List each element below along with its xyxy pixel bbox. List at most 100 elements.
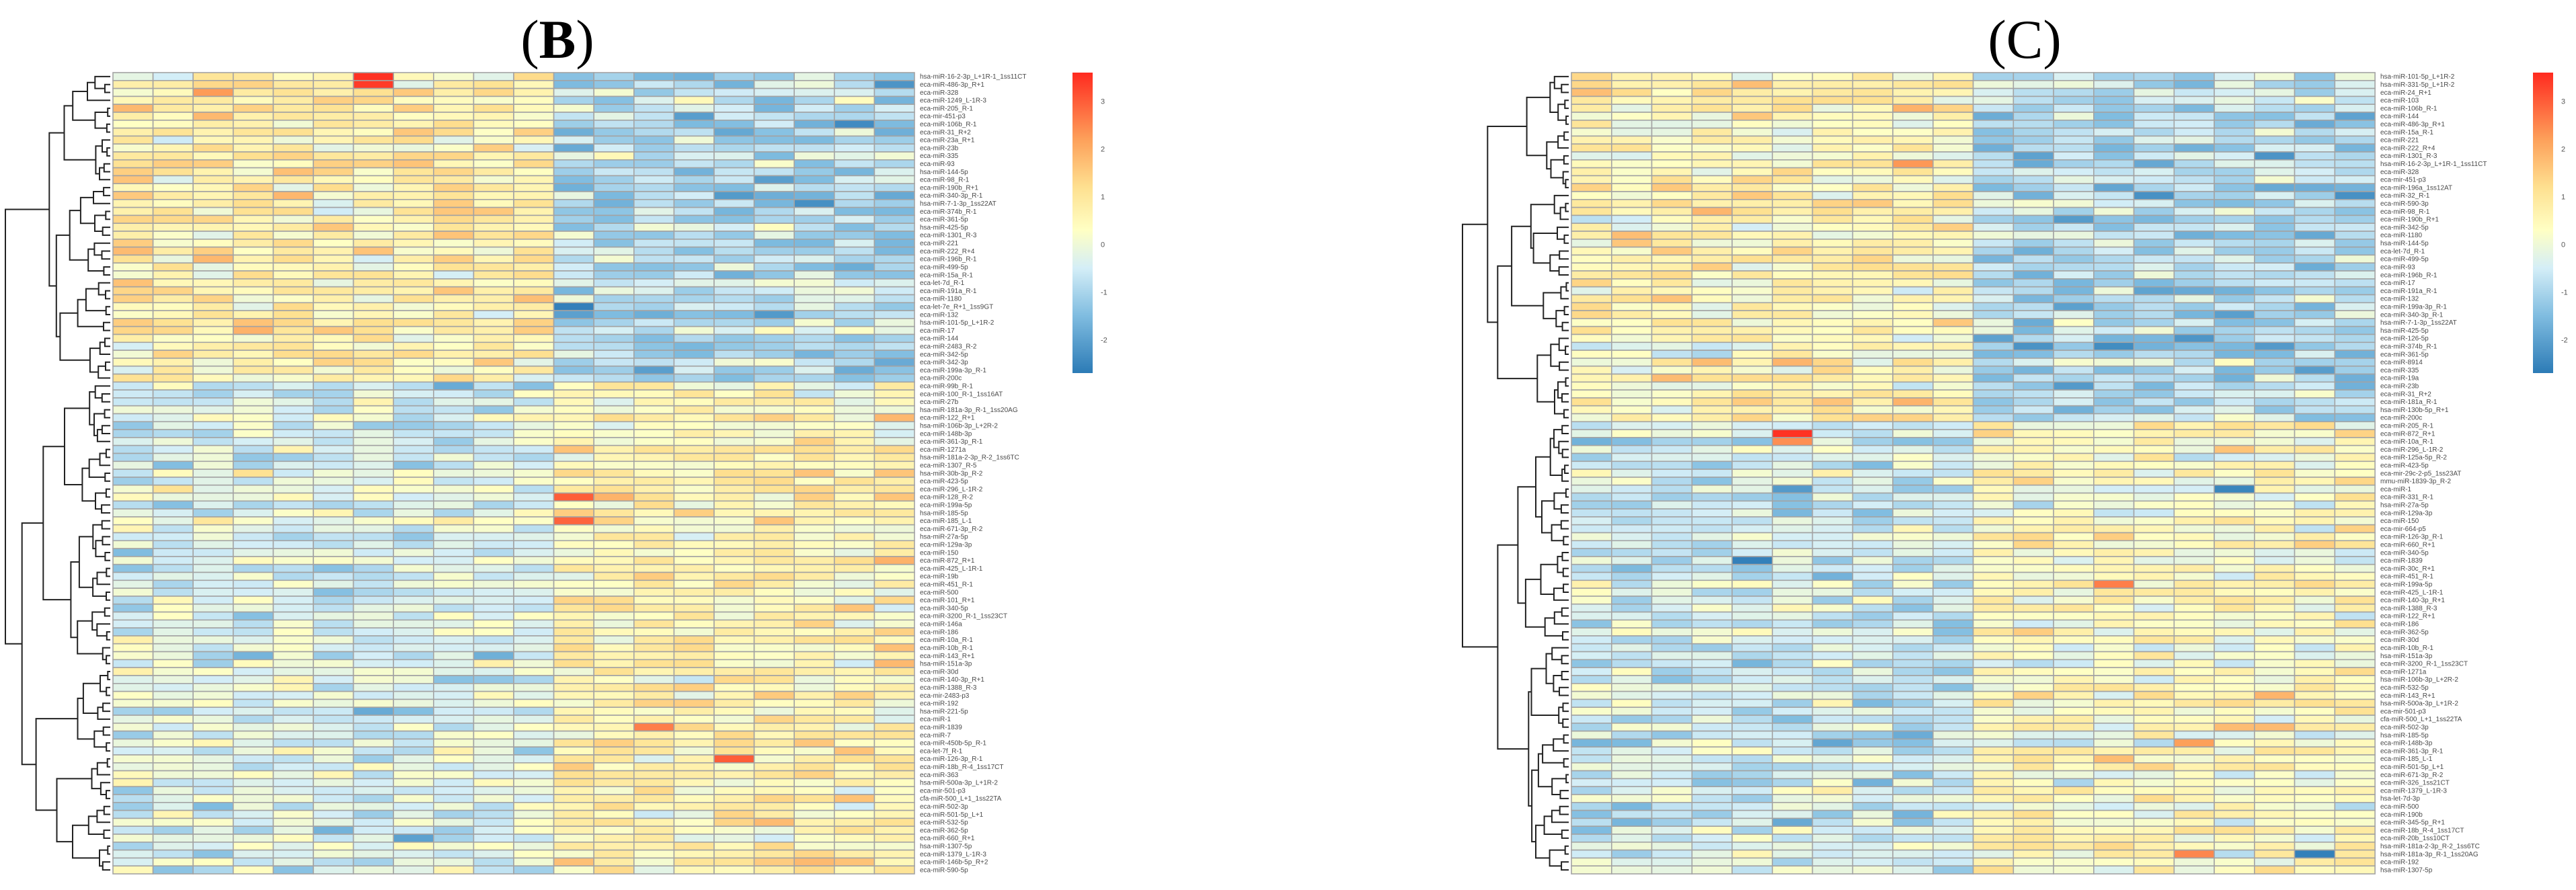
heatmap-cell bbox=[192, 405, 234, 415]
heatmap-cell bbox=[192, 389, 234, 399]
heatmap-cell bbox=[1972, 619, 2015, 629]
heatmap-cell bbox=[2173, 627, 2215, 637]
heatmap-cell bbox=[272, 524, 314, 534]
heatmap-cell bbox=[232, 222, 274, 232]
heatmap-cell bbox=[2254, 524, 2296, 534]
heatmap-cell bbox=[1571, 373, 1612, 383]
heatmap-cell bbox=[1611, 127, 1653, 137]
heatmap-cell bbox=[232, 159, 274, 169]
heatmap-cell bbox=[2294, 579, 2336, 589]
heatmap-cell bbox=[553, 809, 594, 819]
heatmap-cell bbox=[1811, 87, 1854, 97]
heatmap-cell bbox=[873, 159, 915, 169]
heatmap-cell bbox=[1852, 627, 1894, 637]
heatmap-cell bbox=[352, 834, 394, 843]
heatmap-cell bbox=[393, 358, 434, 367]
heatmap-cell bbox=[1691, 127, 1733, 137]
heatmap-cell bbox=[2093, 302, 2135, 311]
heatmap-cell bbox=[2093, 191, 2135, 200]
heatmap-cell bbox=[152, 175, 194, 184]
heatmap-cell bbox=[1571, 682, 1612, 692]
heatmap-cell bbox=[2294, 865, 2336, 875]
heatmap-cell bbox=[1691, 429, 1733, 438]
heatmap-cell bbox=[192, 222, 234, 232]
heatmap-cell bbox=[1933, 286, 1974, 296]
heatmap-cell bbox=[192, 80, 234, 89]
heatmap-cell bbox=[393, 310, 434, 319]
heatmap-cell bbox=[313, 405, 354, 415]
heatmap-cell bbox=[753, 206, 795, 216]
heatmap-cell bbox=[432, 72, 475, 81]
row-label: eca-miR-186 bbox=[2380, 621, 2419, 629]
heatmap-cell bbox=[232, 834, 274, 843]
heatmap-cell bbox=[192, 72, 234, 81]
heatmap-cell bbox=[432, 302, 475, 311]
heatmap-cell bbox=[1651, 175, 1693, 184]
heatmap-cell bbox=[2214, 825, 2255, 835]
heatmap-cell bbox=[152, 222, 194, 232]
heatmap-cell bbox=[313, 500, 354, 510]
heatmap-cell bbox=[513, 698, 555, 709]
heatmap-cell bbox=[1972, 540, 2015, 549]
heatmap-cell bbox=[352, 477, 394, 486]
heatmap-cell bbox=[272, 651, 314, 661]
heatmap-cell bbox=[192, 310, 234, 319]
heatmap-cell bbox=[2133, 524, 2175, 534]
heatmap-cell bbox=[473, 262, 514, 272]
heatmap-cell bbox=[432, 254, 475, 264]
heatmap-cell bbox=[2294, 817, 2336, 827]
heatmap-cell bbox=[152, 183, 194, 192]
heatmap-cell bbox=[432, 532, 475, 542]
row-label: eca-miR-3200_R-1_1ss23CT bbox=[2380, 661, 2468, 668]
heatmap-cell bbox=[352, 104, 394, 113]
dendrogram-branch bbox=[91, 768, 101, 790]
heatmap-cell bbox=[553, 310, 594, 319]
heatmap-cell bbox=[2254, 397, 2296, 407]
heatmap-cell bbox=[1731, 794, 1773, 803]
heatmap-cell bbox=[112, 738, 154, 748]
heatmap-cell bbox=[513, 794, 555, 803]
heatmap-cell bbox=[2173, 723, 2215, 732]
heatmap-cell bbox=[2133, 865, 2175, 875]
heatmap-cell bbox=[352, 746, 394, 756]
heatmap-cell bbox=[793, 437, 835, 446]
heatmap-cell bbox=[352, 698, 394, 709]
dendrogram-branch bbox=[1537, 753, 1553, 788]
heatmap-cell bbox=[2013, 690, 2054, 700]
heatmap-cell bbox=[473, 508, 514, 518]
heatmap-cell bbox=[1772, 214, 1813, 224]
heatmap-cell bbox=[553, 715, 594, 724]
heatmap-cell bbox=[793, 809, 835, 819]
heatmap-cell bbox=[513, 333, 555, 343]
heatmap-cell bbox=[2093, 794, 2135, 803]
heatmap-cell bbox=[793, 778, 835, 788]
heatmap-cell bbox=[633, 191, 675, 200]
heatmap-cell bbox=[2053, 120, 2095, 129]
heatmap-cell bbox=[2334, 588, 2376, 597]
dendrogram-branch bbox=[1536, 354, 1555, 403]
heatmap-cell bbox=[1651, 619, 1693, 629]
heatmap-cell bbox=[2133, 619, 2175, 629]
heatmap-cell bbox=[1811, 452, 1854, 462]
heatmap-cell bbox=[432, 651, 475, 661]
heatmap-cell bbox=[232, 643, 274, 653]
heatmap-cell bbox=[2294, 842, 2336, 851]
heatmap-cell bbox=[152, 477, 194, 486]
heatmap-cell bbox=[834, 175, 875, 184]
heatmap-cell bbox=[1852, 167, 1894, 177]
dendrogram-branch bbox=[1551, 778, 1567, 795]
heatmap-cell bbox=[1972, 690, 2015, 700]
row-label: eca-miR-98_R-1 bbox=[920, 177, 970, 184]
heatmap-cell bbox=[393, 540, 434, 549]
heatmap-cell bbox=[513, 651, 555, 661]
row-label: eca-let-7f_R-1 bbox=[920, 747, 963, 755]
dendrogram-branch bbox=[1553, 611, 1569, 625]
dendrogram-branch bbox=[102, 702, 110, 713]
heatmap-cell bbox=[1651, 635, 1693, 645]
heatmap-cell bbox=[1892, 151, 1934, 161]
row-label: eca-miR-296_L-1R-2 bbox=[2380, 446, 2444, 454]
heatmap-cell bbox=[112, 286, 154, 296]
dendrogram-branch bbox=[1558, 706, 1563, 724]
heatmap-cell bbox=[1651, 469, 1693, 478]
heatmap-cell bbox=[673, 809, 715, 819]
